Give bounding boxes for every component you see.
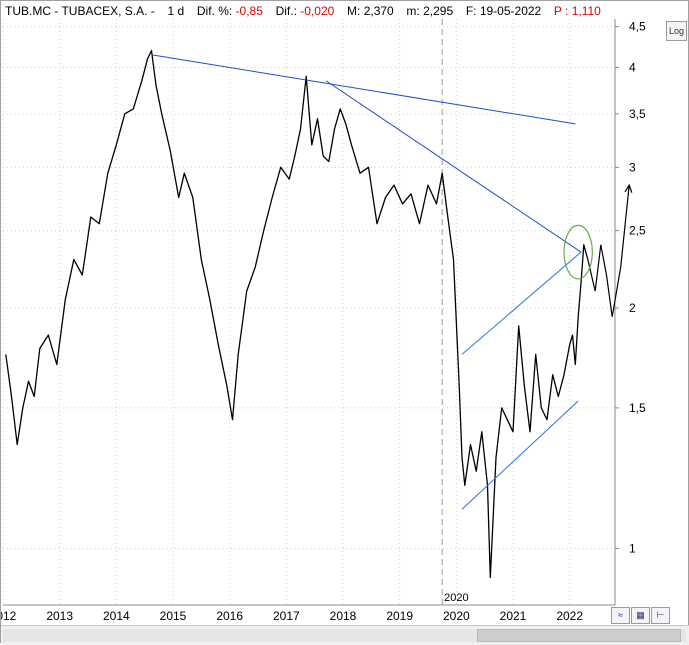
period-label: 1 d (167, 4, 185, 18)
dif-pct-value: -0,85 (235, 4, 263, 18)
min-value: 2,295 (423, 4, 454, 18)
p-label: P : (553, 4, 569, 18)
x-tick-label: 2018 (330, 609, 357, 623)
zoom-icon[interactable]: ≈ (611, 607, 630, 624)
dif-value: -0,020 (300, 4, 335, 18)
dif-pct-label: Dif. %: (196, 4, 233, 18)
chart-header: TUB.MC - TUBACEX, S.A. - 1 d Dif. %: -0,… (5, 3, 601, 19)
y-tick-label: 1,5 (629, 401, 646, 415)
max-label: M: (347, 4, 361, 18)
y-tick-label: 3 (629, 160, 636, 174)
date-value: 19-05-2022 (479, 4, 542, 18)
x-tick-label: 2015 (160, 609, 187, 623)
scroll-thumb[interactable] (477, 629, 681, 642)
p-value: 1,110 (571, 4, 601, 18)
price-series (5, 49, 633, 579)
channel-line (461, 400, 579, 510)
horizontal-scrollbar[interactable] (1, 625, 689, 645)
x-tick-label: 2012 (1, 609, 17, 623)
y-tick-label: 2 (629, 301, 636, 315)
grid (2, 19, 615, 605)
separator-label: 2020 (444, 592, 468, 604)
annotations (151, 54, 593, 510)
price-chart[interactable]: 4,5 4 3,5 3 2,5 2 1,5 1 2012 2013 2014 2015 2016 2017… (1, 1, 689, 625)
x-tick-label: 2017 (273, 609, 300, 623)
x-tick-label: 2020 (443, 609, 470, 623)
y-tick-label: 2,5 (629, 224, 646, 238)
y-tick-label: 1 (629, 542, 636, 556)
x-tick-label: 2016 (216, 609, 243, 623)
y-tick-label: 4 (629, 61, 636, 75)
log-scale-button[interactable]: Log (666, 21, 687, 41)
symbol-label: TUB.MC - TUBACEX, S.A. - (5, 4, 155, 18)
highlight-ellipse (563, 224, 593, 280)
y-tick-label: 4,5 (629, 20, 646, 34)
price-line (5, 49, 589, 579)
x-tick-label: 2014 (103, 609, 130, 623)
x-tick-label: 2022 (556, 609, 583, 623)
save-icon[interactable]: ▦ (631, 607, 650, 624)
y-tick-label: 3,5 (629, 107, 646, 121)
axes: 4,5 4 3,5 3 2,5 2 1,5 1 2012 2013 2014 2015 2016 2017… (1, 19, 646, 623)
forecast-path (587, 185, 630, 317)
date-label: F: (465, 4, 477, 18)
x-tick-label: 2019 (386, 609, 413, 623)
resistance-trendline (325, 80, 582, 253)
x-tick-label: 2021 (500, 609, 527, 623)
forecast-arrowhead (624, 183, 633, 193)
x-tick-label: 2013 (46, 609, 73, 623)
resistance-trendline (151, 54, 576, 125)
min-label: m: (406, 4, 420, 18)
channel-line (461, 251, 582, 355)
max-value: 2,370 (363, 4, 394, 18)
dif-label: Dif.: (275, 4, 297, 18)
pin-icon[interactable]: ⊢ (651, 607, 670, 624)
